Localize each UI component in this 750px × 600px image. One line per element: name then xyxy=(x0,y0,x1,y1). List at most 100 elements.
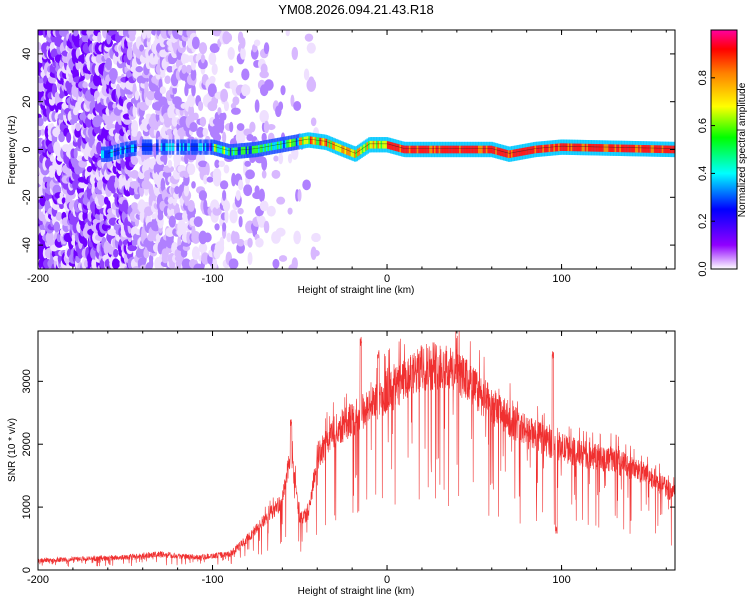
spectrogram-noise-cell xyxy=(81,32,89,43)
spectrogram-noise-cell xyxy=(148,254,154,263)
spectrogram-noise-cell xyxy=(78,159,88,168)
spectrogram-noise-cell xyxy=(311,232,321,243)
spectrogram-noise-cell xyxy=(231,172,236,187)
spectrogram-ridge-cell xyxy=(476,145,480,154)
spectrogram-ridge-cell xyxy=(462,145,465,154)
spectrogram-noise-cell xyxy=(186,230,192,244)
spectrogram-ridge-cell xyxy=(569,143,572,152)
spectrogram-ridge-cell xyxy=(573,143,577,152)
spectrogram-noise-cell xyxy=(186,163,196,175)
spectrogram-ridge-cell xyxy=(121,146,125,155)
spectrogram-noise-cell xyxy=(263,220,270,234)
spectrogram-ridge-cell xyxy=(195,143,198,151)
spectrogram-ridge-cell xyxy=(509,150,513,158)
spectrogram-ridge-cell xyxy=(101,150,104,159)
spectrogram-ridge-cell xyxy=(212,143,216,152)
spectrogram-noise-cell xyxy=(312,249,320,257)
spectrogram-ridge-cell xyxy=(644,145,648,153)
spectrogram-noise-cell xyxy=(191,231,201,244)
spectrogram-ridge-cell xyxy=(564,143,567,152)
spectrogram-ridge-cell xyxy=(466,145,470,154)
spectrogram-ridge-cell xyxy=(237,147,241,155)
spectrogram-ridge-cell xyxy=(570,143,574,152)
spectrogram-noise-cell xyxy=(191,36,200,50)
spectrogram-ridge-cell xyxy=(339,144,343,153)
spectrogram-noise-cell xyxy=(203,174,208,185)
spectrogram-noise-cell xyxy=(293,100,302,112)
spectrogram-ridge-cell xyxy=(481,145,484,154)
spectrogram-ridge-cell xyxy=(364,143,368,151)
spectrogram-ridge-cell xyxy=(132,144,136,153)
spectrogram-noise-cell xyxy=(226,232,232,243)
spectrogram-ridge-cell xyxy=(231,147,234,156)
spectrogram-ridge-cell xyxy=(488,145,492,154)
spectrogram-ridge-cell xyxy=(375,140,379,149)
spectrogram-ridge-cell xyxy=(492,146,495,154)
spectrogram-noise-cell xyxy=(146,90,156,101)
spectrogram-ridge-cell xyxy=(606,144,610,152)
spectrogram-noise-cell xyxy=(287,153,293,164)
y-tick-label: -20 xyxy=(21,189,33,205)
spectrogram-ridge-cell xyxy=(591,143,594,152)
spectrogram-noise-cell xyxy=(229,209,238,224)
spectrogram-ridge-cell xyxy=(366,142,370,150)
spectrogram-noise-cell xyxy=(66,132,72,143)
spectrogram-noise-cell xyxy=(247,251,253,266)
spectrogram-ridge-cell xyxy=(635,144,638,153)
spectrogram-ridge-cell xyxy=(543,144,547,153)
spectrogram-noise-cell xyxy=(223,100,230,112)
spectrogram-ridge-cell xyxy=(269,143,272,151)
spectrogram-noise-cell xyxy=(291,257,298,269)
spectrogram-ridge-cell xyxy=(371,140,374,149)
spectrogram-ridge-cell xyxy=(182,143,186,151)
spectrogram-noise-cell xyxy=(131,120,139,135)
spectrogram-ridge-cell xyxy=(542,144,545,153)
spectrogram-ridge-cell xyxy=(399,144,403,153)
spectrogram-ridge-cell xyxy=(587,143,591,152)
spectrogram-ridge-cell xyxy=(372,140,376,149)
spectrogram-noise-cell xyxy=(222,189,227,201)
spectrogram-noise-cell xyxy=(278,152,284,165)
spectrogram-ridge-cell xyxy=(426,145,429,154)
spectrogram-ridge-cell xyxy=(223,146,227,155)
spectrogram-ridge-cell xyxy=(382,140,385,149)
spectrogram-ridge-cell xyxy=(413,145,417,154)
spectrogram-ridge-cell xyxy=(501,148,505,157)
spectrogram-ridge-cell xyxy=(217,144,220,153)
spectrogram-ridge-cell xyxy=(368,141,371,149)
spectrogram-noise-cell xyxy=(222,222,227,232)
spectrogram-ridge-cell xyxy=(314,137,318,145)
colorbar-tick-label: 0.8 xyxy=(697,70,709,85)
spectrogram-ridge-cell xyxy=(344,146,348,155)
spectrogram-noise-cell xyxy=(219,236,225,249)
spectrogram-noise-cell xyxy=(243,184,253,197)
spectrogram-ridge-cell xyxy=(583,143,586,152)
spectrogram-noise-cell xyxy=(137,199,146,213)
spectrogram-ridge-cell xyxy=(331,141,335,150)
spectrogram-noise-cell xyxy=(139,44,145,52)
spectrogram-noise-cell xyxy=(128,30,137,38)
colorbar: 0.0 0.2 0.4 0.6 0.8 Normalized spectral ampl… xyxy=(697,29,748,277)
spectrogram-noise-cell xyxy=(105,57,113,71)
spectrogram-ridge-cell xyxy=(110,149,114,158)
spectrogram-noise-cell xyxy=(198,190,208,201)
spectrogram-ridge-cell xyxy=(581,143,585,152)
x-tick-label: 100 xyxy=(552,273,570,285)
spectrogram-ridge-cell xyxy=(379,140,382,149)
y-tick-label: -40 xyxy=(21,237,33,253)
spectrogram-ridge-cell xyxy=(416,145,420,154)
spectrogram-ridge-cell xyxy=(184,143,187,151)
spectrogram-ridge-cell xyxy=(484,145,487,154)
spectrogram-noise-cell xyxy=(168,215,176,228)
spectrogram-ridge-cell xyxy=(653,145,657,153)
spectrogram-ridge-cell xyxy=(633,144,637,153)
spectrogram-noise-cell xyxy=(261,132,267,143)
spectrogram-ridge-cell xyxy=(584,143,588,152)
spectrogram-ridge-cell xyxy=(616,144,619,153)
spectrogram-ridge-cell xyxy=(324,138,327,147)
spectrogram-ridge-cell xyxy=(539,145,542,153)
spectrogram-ridge-cell xyxy=(512,149,516,158)
spectrogram-noise-cell xyxy=(146,30,152,39)
spectrogram-ridge-cell xyxy=(532,145,536,154)
spectrogram-noise-cell xyxy=(211,63,218,76)
